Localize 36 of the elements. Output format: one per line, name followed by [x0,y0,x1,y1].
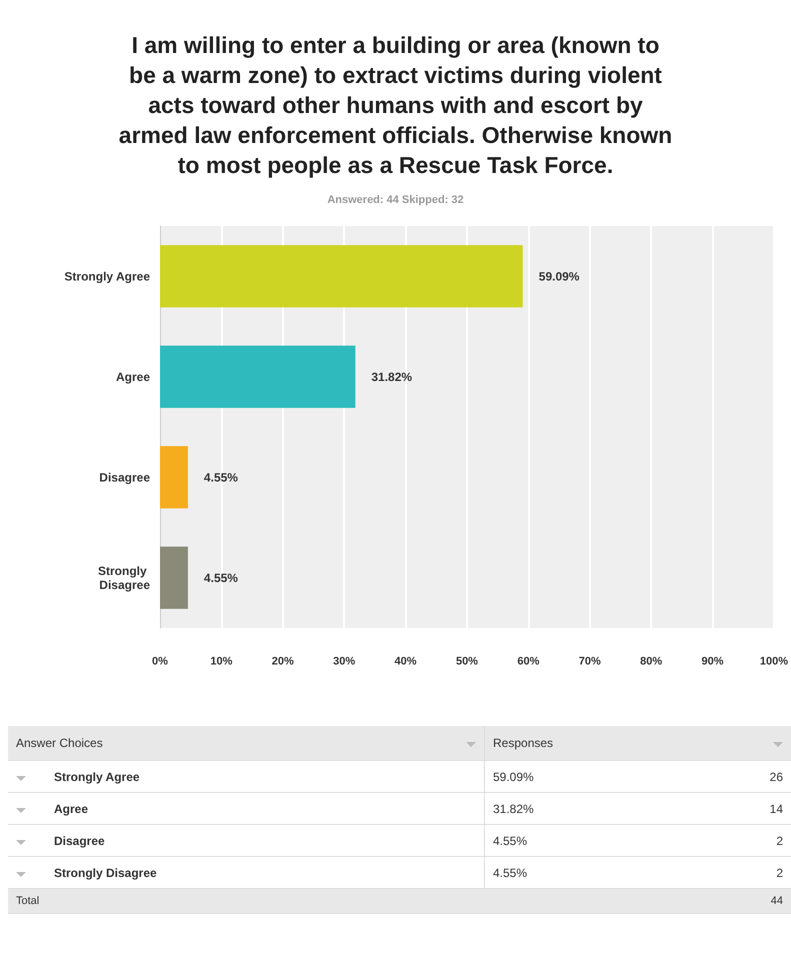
y-tick-label: Disagree [99,470,150,484]
chart-subtitle: Answered: 44 Skipped: 32 [326,194,465,206]
x-tick-label: 10% [210,656,233,668]
text: 4.55% [493,834,528,848]
data-label: 31.82% [371,370,412,384]
category-label: Strongly Agree [54,770,140,784]
x-tick-label: 30% [333,656,356,668]
text: Responses [493,736,554,750]
text: Total [8,888,688,914]
text: 14 [687,792,791,824]
x-tick-label: 100% [760,656,788,668]
x-tick-label: 0% [152,656,168,668]
x-tick-label: 50% [456,656,478,668]
y-tick-label: Strongly Agree [64,269,150,284]
text: 26 [687,760,791,792]
text: 44 [687,888,791,914]
x-tick-label: 60% [517,656,540,668]
category-label: Agree [54,802,88,816]
text: 31.82% [493,802,534,816]
data-label: 59.09% [538,269,580,284]
text: 59.09% [493,770,534,784]
x-tick-label: 70% [578,656,601,668]
x-tick-label: 40% [394,656,417,668]
x-tick-label: 90% [702,656,724,668]
x-tick-label: 20% [272,656,294,668]
text: 2 [687,824,791,856]
x-tick-label: 80% [640,656,662,668]
data-label: 4.55% [204,470,238,484]
category-label: Disagree [54,834,105,848]
data-label: 4.55% [204,570,238,585]
y-tick-label: Strongly Disagree [98,564,150,592]
text: 2 [687,856,791,888]
chart-title: I am willing to enter a building or area (known to be a warm zone) to extract victims during violent acts toward other humans with and escort by armed law enforcement officials. Otherwise known to most people as a Rescue Task Force. [118,31,674,180]
y-tick-label: Agree [116,370,150,384]
text: 4.55% [493,866,528,880]
text: Answer Choices [16,736,103,750]
